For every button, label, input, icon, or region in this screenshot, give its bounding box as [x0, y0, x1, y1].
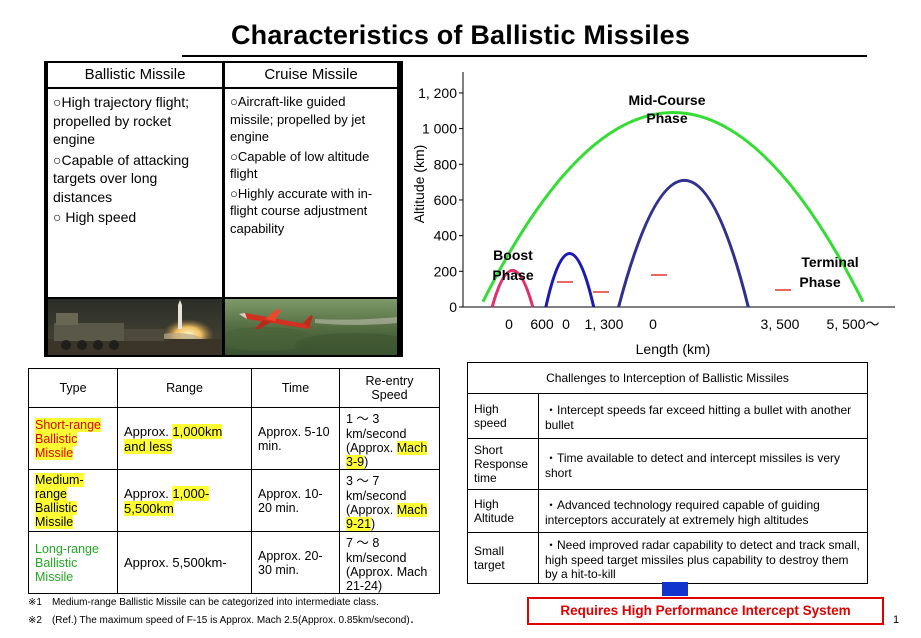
challenges-header-row: Challenges to Interception of Ballistic … — [467, 362, 868, 394]
y-tick-label: 800 — [434, 156, 458, 172]
range-cell: Approx. 1,000-5,500km — [117, 469, 252, 532]
speed-cell: 7 ～ 8 km/second (Approx. Mach 21-24) — [339, 531, 440, 594]
ballistic-point: ○High trajectory flight; propelled by ro… — [53, 94, 190, 147]
time-cell: Approx. 20-30 min. — [251, 531, 340, 594]
challenge-label: High speed — [467, 393, 539, 439]
x-tick-label: 3, 500 — [761, 316, 800, 332]
chart-axes — [462, 72, 895, 308]
speed-cell: 1 ～ 3 km/second (Approx. Mach 3-9) — [339, 407, 440, 470]
type-short-range: Short-range Ballistic Missile — [35, 417, 102, 460]
table-row: High speed ・Intercept speeds far exceed … — [467, 393, 868, 439]
table-row: Medium-range Ballistic Missile Approx. 1… — [28, 469, 440, 532]
type-cell: Long-range Ballistic Missile — [28, 531, 118, 594]
table-row: Short Response time ・Time available to d… — [467, 438, 868, 490]
ballistic-heading: Ballistic Missile — [48, 63, 222, 87]
range-cell: Approx. 5,500km- — [117, 531, 252, 594]
col-header-type: Type — [28, 368, 118, 408]
mid-course-label: Mid-Course Phase — [629, 92, 706, 126]
cruise-point: ○Capable of low altitude flight — [230, 148, 370, 182]
range-cell: Approx. 1,000km and less — [117, 407, 252, 470]
ballistic-point: ○ High speed — [53, 209, 137, 225]
cruise-missile-flight-photo — [225, 299, 397, 355]
ballistic-missile-launch-photo — [48, 299, 222, 355]
challenge-text: ・Time available to detect and intercept … — [538, 438, 868, 490]
boost-phase-label: Boost Phase — [492, 247, 533, 283]
x-tick-label: 5, 500～ — [827, 316, 880, 332]
type-cell: Short-range Ballistic Missile — [28, 407, 118, 470]
time-cell: Approx. 5-10 min. — [251, 407, 340, 470]
table-row: High Altitude ・Advanced technology requi… — [467, 489, 868, 533]
x-tick-label: 1, 300 — [585, 316, 624, 332]
intercept-markers — [557, 274, 791, 293]
x-tick-label: 0 — [649, 316, 657, 332]
y-tick-label: 600 — [434, 192, 458, 208]
interception-challenges-table: Challenges to Interception of Ballistic … — [467, 362, 868, 584]
ballistic-points: ○High trajectory flight; propelled by ro… — [48, 89, 222, 297]
x-tick-labels: 0 600 0 1, 300 0 3, 500 5, 500～ — [505, 316, 879, 332]
table-row: Long-range Ballistic Missile Approx. 5,5… — [28, 531, 440, 594]
down-arrow-icon — [662, 582, 688, 596]
cruise-points: ○Aircraft-like guided missile; propelled… — [225, 89, 397, 297]
y-tick-label: 0 — [449, 299, 457, 315]
y-tick-label: 200 — [434, 263, 458, 279]
page-number: 1 — [893, 614, 900, 626]
terminal-phase-label: Terminal Phase — [799, 254, 858, 290]
type-long-range: Long-range Ballistic Missile — [35, 541, 99, 584]
cruise-heading: Cruise Missile — [225, 63, 397, 87]
y-tick-label: 1 000 — [422, 121, 457, 137]
x-axis-label: Length (km) — [636, 341, 711, 357]
ballistic-point: ○Capable of attacking targets over long … — [53, 151, 190, 205]
table-header-row: Type Range Time Re-entry Speed — [28, 368, 440, 408]
missile-comparison-box: Ballistic Missile Cruise Missile ○High t… — [44, 61, 403, 357]
missile-range-table: Type Range Time Re-entry Speed Short-ran… — [28, 368, 440, 594]
speed-cell: 3 ～ 7 km/second (Approx. Mach 9-21) — [339, 469, 440, 532]
trajectory-series — [481, 111, 865, 308]
trajectory-line — [481, 111, 865, 303]
table-row: Short-range Ballistic Missile Approx. 1,… — [28, 407, 440, 470]
challenge-label: Short Response time — [467, 438, 539, 490]
footnote: ※2 (Ref.) The maximum speed of F-15 is A… — [28, 615, 420, 626]
y-tick-label: 1, 200 — [418, 85, 457, 101]
trajectory-line — [490, 269, 535, 308]
type-cell: Medium-range Ballistic Missile — [28, 469, 118, 532]
y-axis-label: Altitude (km) — [411, 145, 427, 224]
x-tick-label: 0 — [505, 316, 513, 332]
trajectory-chart: 0 200 400 600 800 1 000 1, 200 0 600 0 1, 300 0 3, … — [411, 72, 895, 357]
x-tick-label: 0 — [562, 316, 570, 332]
trajectory-line — [617, 178, 750, 308]
x-tick-label: 600 — [530, 316, 554, 332]
challenge-text: ・Intercept speeds far exceed hitting a b… — [538, 393, 868, 439]
footnote: ※1 Medium-range Ballistic Missile can be… — [28, 597, 379, 608]
table-row: Small target ・Need improved radar capabi… — [467, 532, 868, 584]
col-header-speed: Re-entry Speed — [339, 368, 440, 408]
y-tick-labels: 0 200 400 600 800 1 000 1, 200 — [418, 85, 463, 315]
challenge-text: ・Advanced technology required capable of… — [538, 489, 868, 533]
col-header-range: Range — [117, 368, 252, 408]
challenge-text: ・Need improved radar capability to detec… — [538, 532, 868, 584]
title-underline — [182, 55, 867, 57]
cruise-point: ○Aircraft-like guided missile; propelled… — [230, 94, 366, 144]
y-tick-label: 400 — [434, 228, 458, 244]
challenges-title: Challenges to Interception of Ballistic … — [467, 362, 868, 394]
col-header-time: Time — [251, 368, 340, 408]
footnotes: ※1 Medium-range Ballistic Missile can be… — [28, 594, 420, 630]
challenge-label: Small target — [467, 532, 539, 584]
conclusion-banner: Requires High Performance Intercept Syst… — [527, 597, 884, 625]
challenge-label: High Altitude — [467, 489, 539, 533]
time-cell: Approx. 10-20 min. — [251, 469, 340, 532]
trajectory-line — [544, 252, 596, 308]
page-title: Characteristics of Ballistic Missiles — [230, 20, 691, 50]
cruise-point: ○Highly accurate with in-flight course a… — [230, 185, 373, 236]
type-medium-range: Medium-range Ballistic Missile — [35, 472, 84, 529]
